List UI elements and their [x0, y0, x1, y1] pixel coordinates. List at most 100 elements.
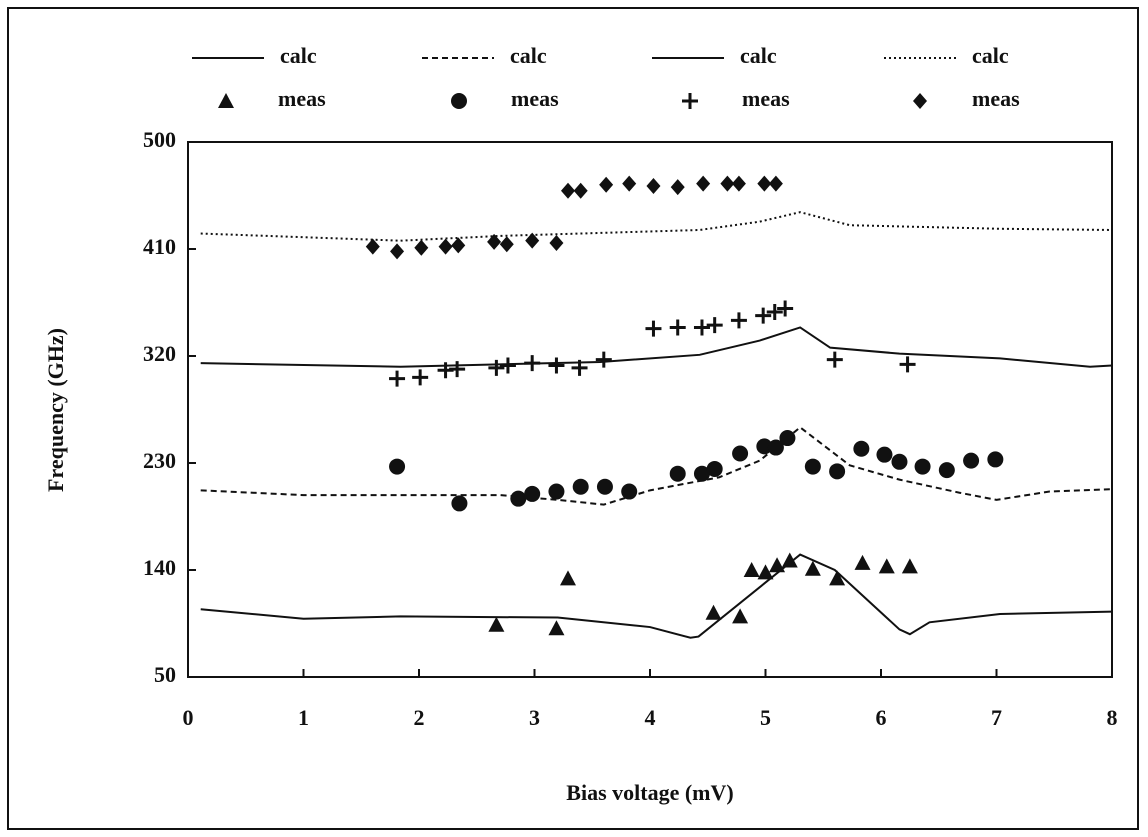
marker	[853, 440, 870, 457]
marker	[878, 558, 895, 574]
marker	[731, 175, 746, 192]
marker	[757, 564, 774, 580]
marker	[622, 175, 637, 192]
marker	[899, 356, 916, 373]
marker	[779, 430, 796, 447]
legend-label: calc	[972, 43, 1009, 68]
marker	[829, 570, 846, 586]
marker	[389, 370, 406, 387]
marker	[876, 446, 893, 463]
marker	[645, 320, 662, 337]
marker	[438, 238, 453, 255]
y-tick-label: 50	[154, 662, 176, 687]
marker	[390, 243, 405, 260]
legend-swatch	[218, 93, 234, 108]
marker	[693, 465, 710, 482]
marker	[449, 361, 466, 378]
x-tick-label: 7	[991, 705, 1002, 730]
marker	[412, 369, 429, 386]
x-tick-label: 0	[183, 705, 194, 730]
x-tick-label: 6	[876, 705, 887, 730]
marker	[451, 495, 468, 512]
marker	[720, 175, 735, 192]
marker	[706, 317, 723, 334]
y-tick-label: 320	[143, 341, 176, 366]
marker	[706, 460, 723, 477]
marker	[914, 458, 931, 475]
marker	[901, 558, 918, 574]
calc-line	[200, 211, 1113, 242]
calc-line	[200, 326, 1113, 368]
marker	[573, 182, 588, 199]
marker	[548, 483, 565, 500]
marker	[488, 359, 505, 376]
marker	[705, 604, 722, 620]
marker	[732, 445, 749, 462]
x-axis-title: Bias voltage (mV)	[566, 780, 733, 805]
marker	[560, 182, 575, 199]
legend-label: meas	[278, 86, 326, 111]
marker	[829, 463, 846, 480]
marker	[768, 175, 783, 192]
marker	[963, 452, 980, 469]
marker	[524, 485, 541, 502]
x-tick-label: 2	[414, 705, 425, 730]
marker	[596, 478, 613, 495]
legend-label: calc	[740, 43, 777, 68]
marker	[781, 552, 798, 568]
legend-label: meas	[511, 86, 559, 111]
x-tick-label: 4	[645, 705, 656, 730]
marker	[804, 560, 821, 576]
legend-swatch	[451, 93, 467, 109]
marker	[646, 177, 661, 194]
marker	[549, 235, 564, 252]
legend-swatch	[913, 93, 927, 109]
marker	[891, 453, 908, 470]
frame	[7, 7, 1139, 830]
marker	[524, 355, 541, 372]
marker	[548, 357, 565, 374]
marker	[499, 357, 516, 374]
x-tick-label: 3	[529, 705, 540, 730]
marker	[777, 300, 794, 317]
x-tick-label: 1	[298, 705, 309, 730]
y-tick-label: 140	[143, 555, 176, 580]
y-tick-label: 500	[143, 127, 176, 152]
plot-area	[187, 141, 1113, 678]
legend-swatch	[682, 93, 698, 109]
marker	[499, 236, 514, 253]
legend-label: calc	[510, 43, 547, 68]
marker	[767, 439, 784, 456]
marker	[389, 458, 406, 475]
marker	[559, 570, 576, 586]
y-tick-label: 410	[143, 234, 176, 259]
marker	[487, 233, 502, 250]
marker	[572, 478, 589, 495]
marker	[757, 175, 772, 192]
marker	[365, 238, 380, 255]
marker	[414, 239, 429, 256]
marker	[854, 554, 871, 570]
calc-line	[200, 553, 1113, 639]
x-tick-label: 5	[760, 705, 771, 730]
marker	[451, 237, 466, 254]
marker	[525, 232, 540, 249]
marker	[826, 351, 843, 368]
marker	[669, 465, 686, 482]
marker	[696, 175, 711, 192]
marker	[743, 562, 760, 577]
marker	[599, 176, 614, 193]
y-axis-title: Frequency (GHz)	[43, 328, 68, 492]
marker	[595, 351, 612, 368]
marker	[510, 490, 527, 507]
marker	[730, 312, 747, 329]
marker	[987, 451, 1004, 468]
x-tick-label: 8	[1107, 705, 1118, 730]
marker	[804, 458, 821, 475]
legend-label: meas	[742, 86, 790, 111]
marker	[548, 620, 565, 636]
marker	[732, 608, 749, 624]
legend-label: meas	[972, 86, 1020, 111]
